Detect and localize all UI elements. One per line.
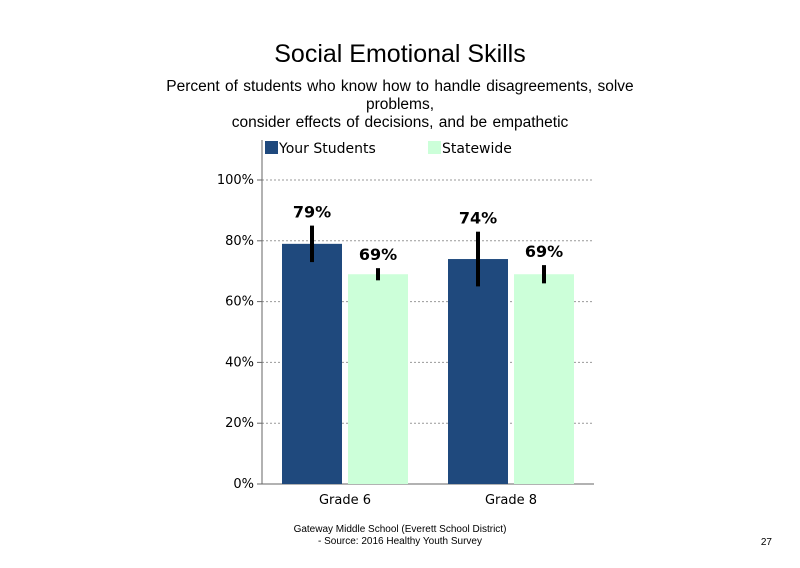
x-tick-label: Grade 6 bbox=[319, 493, 371, 508]
data-label: 74% bbox=[459, 209, 497, 228]
legend-swatch bbox=[265, 141, 278, 154]
data-label: 69% bbox=[525, 242, 563, 261]
y-tick-label: 0% bbox=[233, 477, 254, 492]
legend-swatch bbox=[428, 141, 441, 154]
chart-subtitle: Percent of students who know how to hand… bbox=[140, 78, 660, 132]
legend-label: Statewide bbox=[442, 141, 512, 157]
bar-your-students-grade-6 bbox=[282, 243, 342, 484]
bar-statewide-grade-6 bbox=[348, 274, 408, 484]
footer-school: Gateway Middle School (Everett School Di… bbox=[293, 524, 507, 535]
data-label: 79% bbox=[293, 203, 331, 222]
subtitle-line-2: consider effects of decisions, and be em… bbox=[231, 114, 569, 131]
subtitle-line-1: Percent of students who know how to hand… bbox=[166, 78, 634, 113]
y-tick-label: 60% bbox=[225, 295, 254, 310]
source-footer: Gateway Middle School (Everett School Di… bbox=[250, 524, 550, 548]
y-tick-label: 80% bbox=[225, 234, 254, 249]
chart-title: Social Emotional Skills bbox=[274, 40, 526, 68]
y-tick-label: 20% bbox=[225, 416, 254, 431]
legend-label: Your Students bbox=[278, 141, 376, 157]
bar-your-students-grade-8 bbox=[448, 259, 508, 484]
data-label: 69% bbox=[359, 245, 397, 264]
footer-source: - Source: 2016 Healthy Youth Survey bbox=[318, 536, 482, 547]
y-tick-label: 40% bbox=[225, 355, 254, 370]
x-tick-label: Grade 8 bbox=[485, 493, 537, 508]
y-tick-label: 100% bbox=[217, 173, 254, 188]
page-number: 27 bbox=[760, 537, 772, 548]
bar-statewide-grade-8 bbox=[514, 274, 574, 484]
